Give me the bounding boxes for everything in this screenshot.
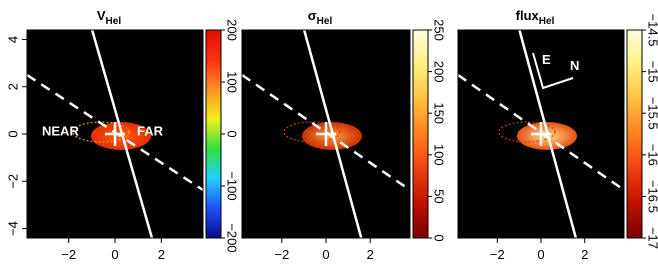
colorbar-tick-label: −200 [225,223,240,252]
colorbar [626,29,643,239]
x-tick-label: −2 [274,247,289,262]
y-tick-label: −4 [5,221,20,236]
colorbar-tick-label: −15.5 [646,97,658,130]
annotation: E [542,52,551,67]
colorbar-tick-label: 250 [432,19,447,41]
colorbar-tick-label: 50 [432,189,447,203]
colorbar-tick-label: 100 [432,144,447,166]
y-tick-label: −2 [5,174,20,189]
x-tick-label: −2 [490,247,505,262]
annotation: N [570,58,579,73]
emission-halo [283,121,341,143]
colorbar-tick-label: −16 [646,144,658,166]
annotation: FAR [137,123,164,138]
colorbar-tick-label: −100 [225,171,240,200]
title-sub: Hel [106,16,122,27]
y-tick-label: 4 [5,36,20,43]
title-sub: Hel [317,16,333,27]
x-tick-label: 2 [367,247,374,262]
panel-title: VHel [97,8,121,27]
x-tick-label: 2 [581,247,588,262]
colorbar-tick-label: 150 [432,102,447,124]
colorbar [412,29,429,239]
colorbar-tick-label: 100 [225,71,240,93]
emission-halo [72,121,130,143]
colorbar-tick-label: −17 [646,227,658,249]
colorbar-tick-label: 200 [432,61,447,83]
colorbar-tick-label: 0 [225,130,240,137]
colorbar-tick-label: −16.5 [646,180,658,213]
title-main: flux [516,8,540,23]
x-tick-label: −2 [61,247,76,262]
colorbar-tick-label: 0 [432,234,447,241]
emission-halo [498,121,556,143]
x-tick-label: 0 [111,247,118,262]
compass [532,52,574,90]
title-main: σ [308,8,317,23]
panel-title: fluxHel [516,8,555,27]
y-tick-label: 0 [5,130,20,137]
annotation: NEAR [42,123,79,138]
colorbar-tick-label: 200 [225,19,240,41]
y-tick-label: 2 [5,83,20,90]
title-main: V [97,8,106,23]
colorbar [205,29,222,239]
colorbar-tick-label: −14.5 [646,14,658,47]
x-tick-label: 2 [158,247,165,262]
emission-region [91,122,151,150]
x-tick-label: 0 [537,247,544,262]
x-tick-label: 0 [322,247,329,262]
title-sub: Hel [539,16,555,27]
panel-title: σHel [308,8,333,27]
colorbar-tick-label: −15 [646,61,658,83]
